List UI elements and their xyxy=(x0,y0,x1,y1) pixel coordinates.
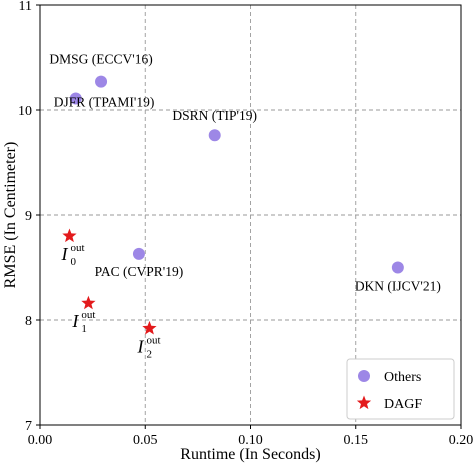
point-label: DJFR (TPAMI'19) xyxy=(54,94,155,109)
x-axis-title: Runtime (In Seconds) xyxy=(180,446,320,463)
legend-label: DAGF xyxy=(384,397,422,412)
others-point xyxy=(391,261,404,274)
label-main: I xyxy=(136,336,144,356)
dagf-point xyxy=(142,320,157,335)
others-point xyxy=(95,75,108,88)
y-tick-label: 11 xyxy=(19,0,32,14)
x-tick-label: 0.10 xyxy=(238,433,263,448)
legend-label: Others xyxy=(384,370,421,385)
data-points xyxy=(62,75,404,335)
point-label: PAC (CVPR'19) xyxy=(95,264,184,279)
y-tick-label: 10 xyxy=(18,104,32,119)
label-main: I xyxy=(71,311,79,331)
label-superscript: out xyxy=(146,334,160,346)
others-point xyxy=(208,129,221,142)
point-labels: DMSG (ECCV'16) DJFR (TPAMI'19) DSRN (TIP'1… xyxy=(49,52,441,361)
grid xyxy=(40,5,461,425)
label-subscript: 1 xyxy=(81,323,87,335)
label-superscript: out xyxy=(81,309,95,321)
others-point xyxy=(132,247,145,260)
legend-box xyxy=(346,358,455,420)
dagf-point xyxy=(81,295,96,310)
label-superscript: out xyxy=(70,242,84,254)
x-tick-label: 0.00 xyxy=(28,433,53,448)
x-tick-label: 0.05 xyxy=(133,433,158,448)
y-axis-title: RMSE (In Centimeter) xyxy=(2,142,19,289)
x-tick-label: 0.20 xyxy=(449,433,474,448)
dagf-point xyxy=(62,228,77,243)
y-tick-label: 9 xyxy=(25,209,32,224)
label-main: I xyxy=(60,244,68,264)
y-tick-label: 8 xyxy=(25,314,32,329)
label-subscript: 2 xyxy=(146,348,152,360)
y-tick-label: 7 xyxy=(25,419,32,434)
point-label: DMSG (ECCV'16) xyxy=(49,52,152,67)
legend: Others DAGF xyxy=(346,358,455,420)
legend-marker-others xyxy=(358,370,370,382)
label-subscript: 0 xyxy=(70,256,76,268)
point-label: DSRN (TIP'19) xyxy=(172,108,257,123)
legend-marker-dagf xyxy=(356,395,372,410)
others-point xyxy=(69,92,82,105)
point-label: DKN (IJCV'21) xyxy=(355,279,441,294)
x-tick-label: 0.15 xyxy=(344,433,369,448)
